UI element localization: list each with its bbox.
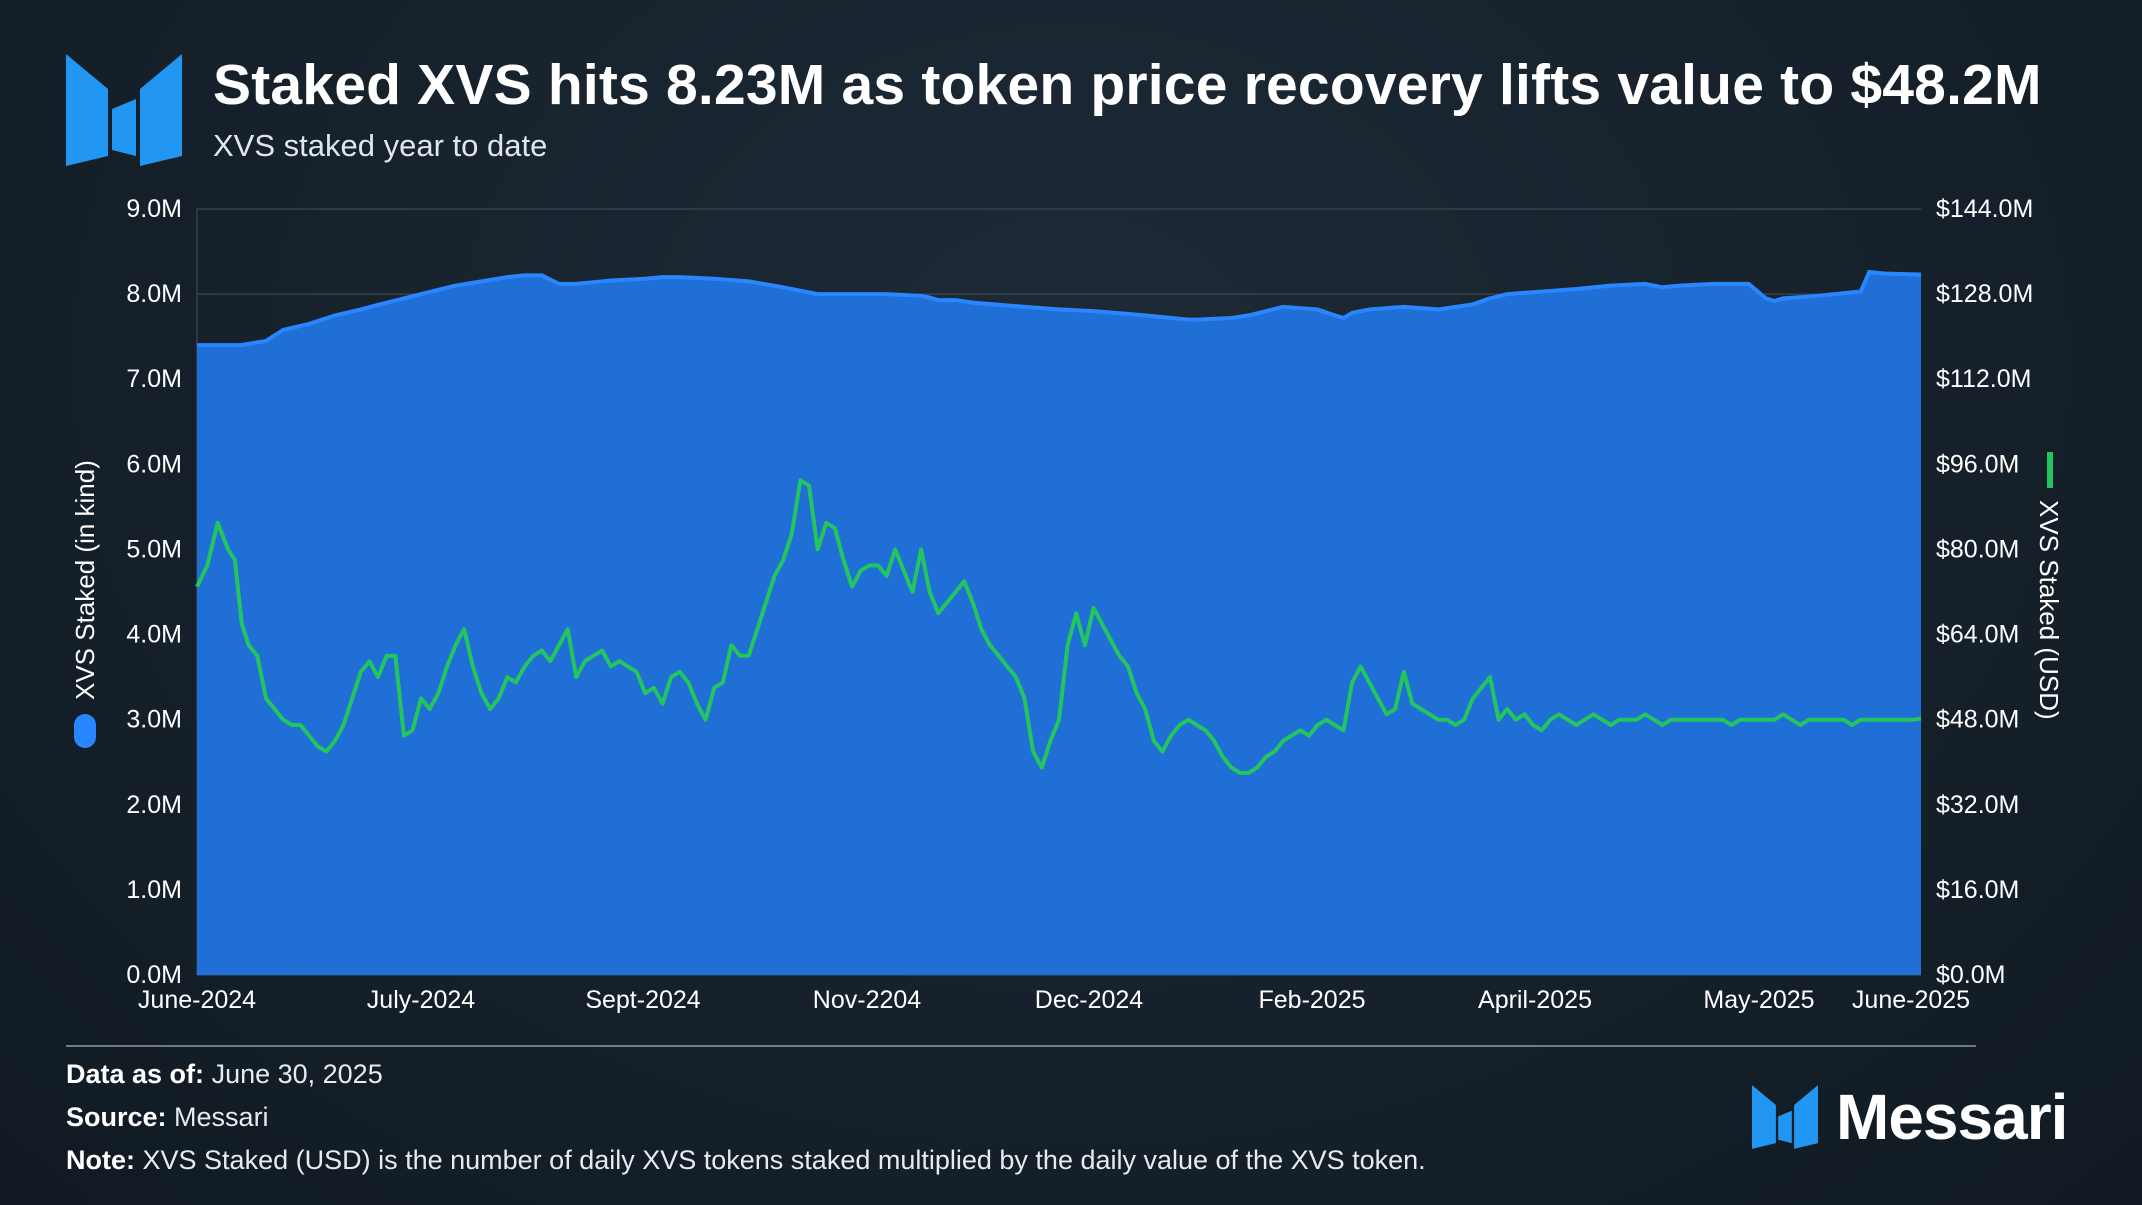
left-tick-label: 8.0M xyxy=(126,280,182,308)
right-axis-title-group: XVS Staked (USD) xyxy=(2034,452,2064,720)
data-as-of-value: June 30, 2025 xyxy=(211,1059,383,1089)
left-tick-label: 1.0M xyxy=(126,876,182,904)
right-tick-label: $80.0M xyxy=(1936,535,2019,563)
x-tick-label: Sept-2024 xyxy=(585,986,700,1014)
right-tick-label: $144.0M xyxy=(1936,195,2033,223)
right-tick-label: $128.0M xyxy=(1936,280,2033,308)
data-as-of-label: Data as of: xyxy=(66,1059,205,1089)
messari-logo-icon xyxy=(1752,1085,1818,1149)
note-value: XVS Staked (USD) is the number of daily … xyxy=(142,1145,1426,1175)
left-tick-label: 5.0M xyxy=(126,535,182,563)
left-tick-label: 7.0M xyxy=(126,365,182,393)
right-tick-label: $32.0M xyxy=(1936,791,2019,819)
left-axis-title-group: XVS Staked (in kind) xyxy=(70,460,100,748)
x-tick-label: July-2024 xyxy=(367,986,475,1014)
data-as-of-row: Data as of: June 30, 2025 xyxy=(66,1059,383,1090)
messari-logo-icon xyxy=(66,54,182,166)
legend-swatch-in-kind xyxy=(74,714,96,748)
x-tick-label: May-2025 xyxy=(1703,986,1814,1014)
left-tick-label: 2.0M xyxy=(126,791,182,819)
note-row: Note: XVS Staked (USD) is the number of … xyxy=(66,1145,1426,1176)
x-tick-label: June-2025 xyxy=(1852,986,1970,1014)
note-label: Note: xyxy=(66,1145,135,1175)
source-row: Source: Messari xyxy=(66,1102,269,1133)
x-axis-ticks: June-2024 July-2024 Sept-2024 Nov-2204 Dec-2… xyxy=(138,986,1970,1014)
chart-subtitle: XVS staked year to date xyxy=(213,128,548,163)
x-tick-label: Nov-2204 xyxy=(813,986,921,1014)
right-tick-label: $96.0M xyxy=(1936,450,2019,478)
x-tick-label: Dec-2024 xyxy=(1035,986,1143,1014)
left-tick-label: 4.0M xyxy=(126,621,182,649)
left-axis-ticks: 0.0M 1.0M 2.0M 3.0M 4.0M 5.0M 6.0M 7.0M 8.0M 9.0M xyxy=(126,195,182,989)
area-fill xyxy=(197,271,1921,976)
left-tick-label: 6.0M xyxy=(126,450,182,478)
right-axis-ticks: $0.0M $16.0M $32.0M $48.0M $64.0M $80.0M $96.0… xyxy=(1936,195,2033,989)
x-tick-label: June-2024 xyxy=(138,986,256,1014)
right-tick-label: $64.0M xyxy=(1936,621,2019,649)
chart: 0.0M 1.0M 2.0M 3.0M 4.0M 5.0M 6.0M 7.0M 8.0M 9.0M… xyxy=(70,195,2064,1014)
left-tick-label: 0.0M xyxy=(126,961,182,989)
legend-swatch-usd xyxy=(2047,452,2053,488)
x-tick-label: Feb-2025 xyxy=(1258,986,1365,1014)
left-tick-label: 9.0M xyxy=(126,195,182,223)
brand-name: Messari xyxy=(1836,1081,2068,1153)
right-tick-label: $0.0M xyxy=(1936,961,2005,989)
right-tick-label: $48.0M xyxy=(1936,706,2019,734)
footer-divider xyxy=(66,1045,1976,1047)
usd-line xyxy=(195,478,1922,775)
right-axis-title: XVS Staked (USD) xyxy=(2034,500,2064,720)
chart-title: Staked XVS hits 8.23M as token price rec… xyxy=(213,53,2042,117)
staked-area xyxy=(196,269,1922,976)
brand-logo: Messari xyxy=(1752,1081,2068,1153)
source-label: Source: xyxy=(66,1102,167,1132)
left-tick-label: 3.0M xyxy=(126,706,182,734)
left-axis-title: XVS Staked (in kind) xyxy=(70,460,100,700)
x-tick-label: April-2025 xyxy=(1478,986,1592,1014)
source-value: Messari xyxy=(174,1102,269,1132)
right-tick-label: $112.0M xyxy=(1936,365,2031,393)
right-tick-label: $16.0M xyxy=(1936,876,2019,904)
